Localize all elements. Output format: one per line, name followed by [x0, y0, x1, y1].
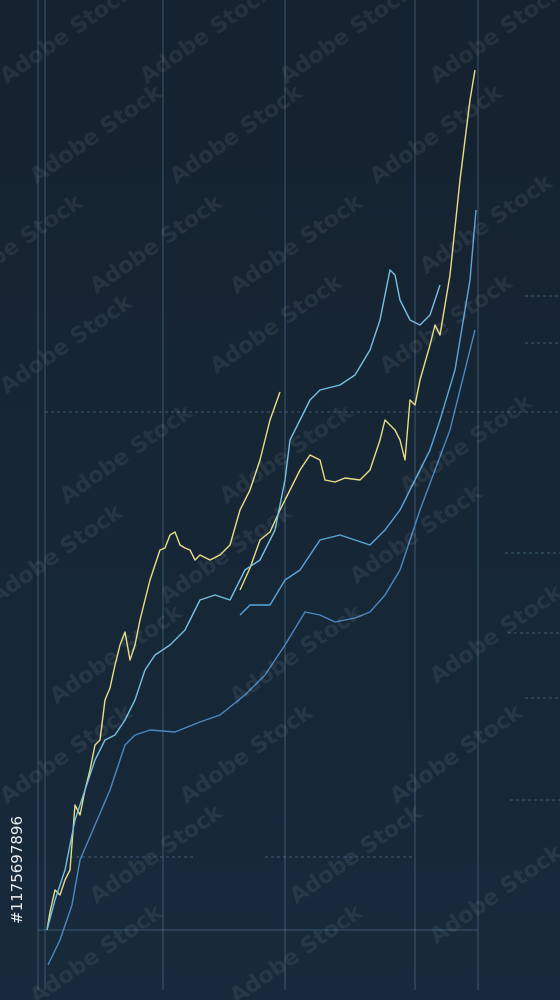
series-line [46, 391, 281, 931]
series-line [46, 269, 441, 931]
series-line [47, 329, 476, 966]
lines [46, 69, 477, 966]
stock-id: #1175697896 [8, 816, 26, 924]
series-line [239, 69, 476, 591]
series-line [239, 209, 477, 616]
grid [37, 0, 560, 990]
